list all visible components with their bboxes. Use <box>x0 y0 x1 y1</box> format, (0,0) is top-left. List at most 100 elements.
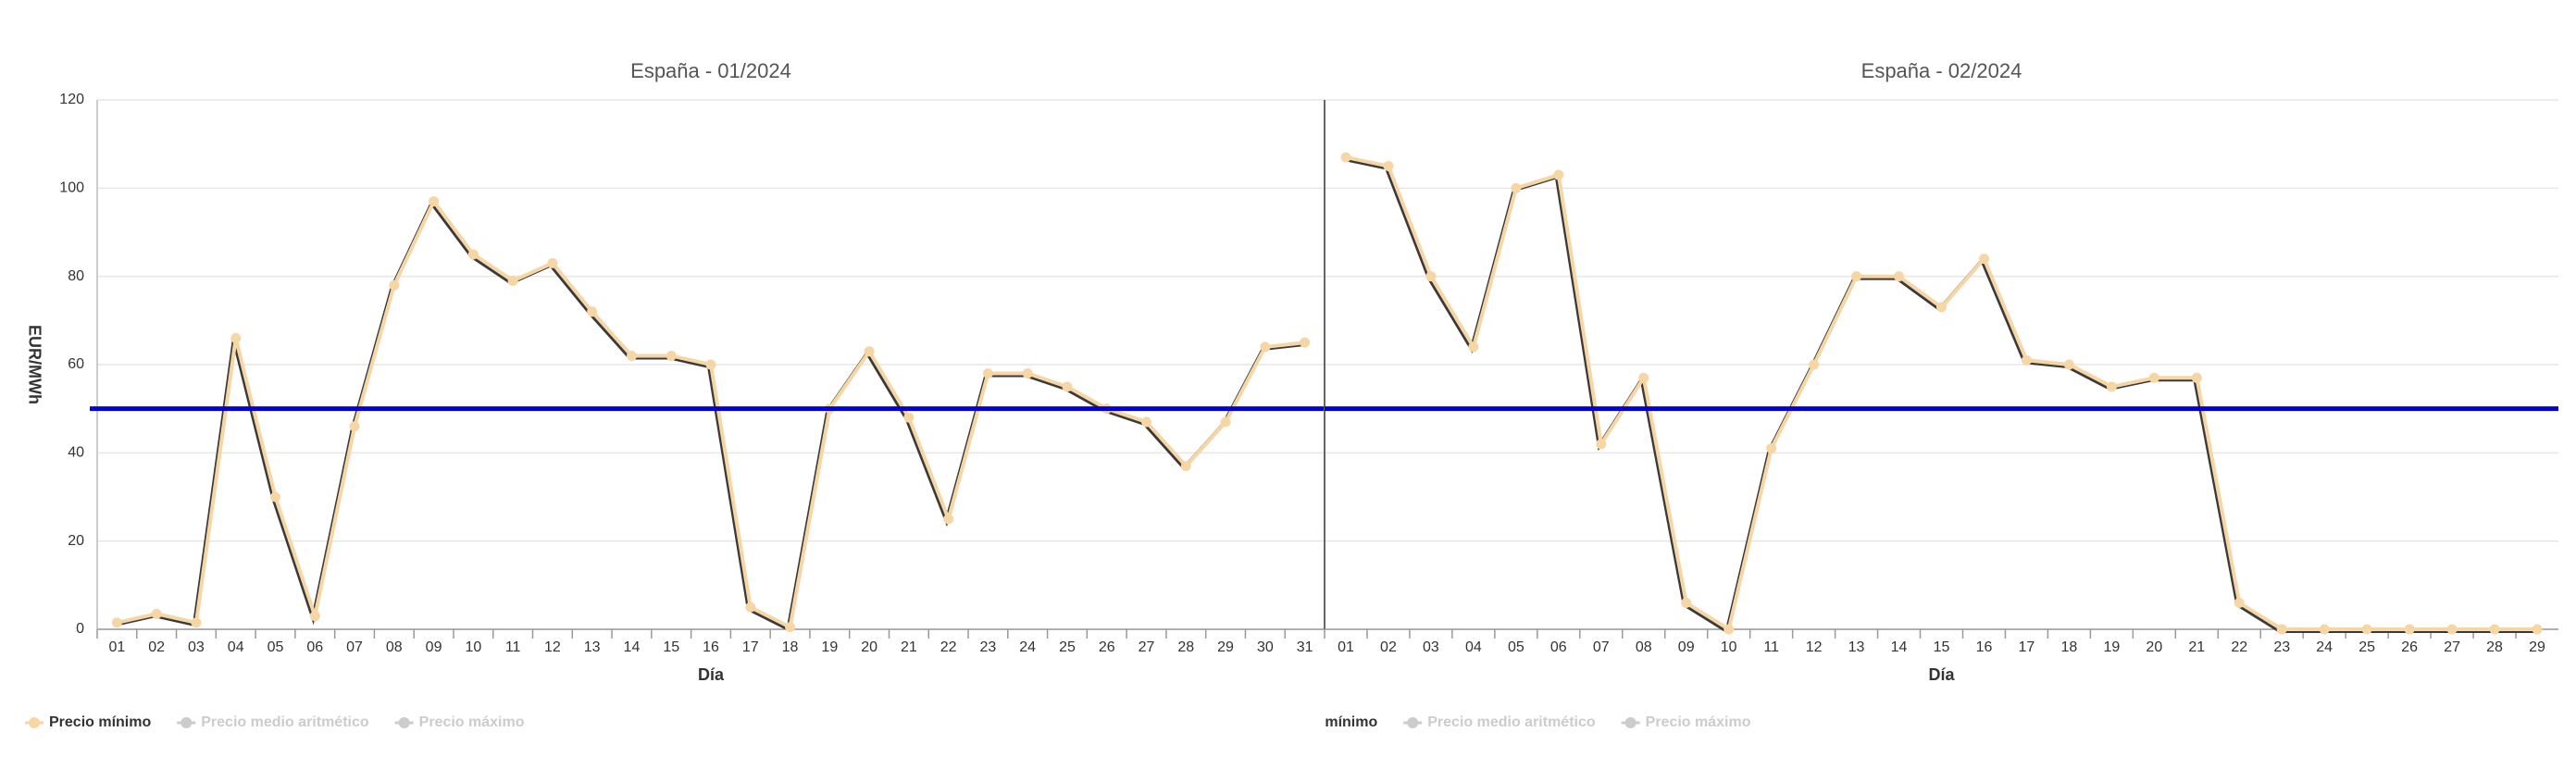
data-point <box>1766 443 1777 454</box>
x-tick-label: 30 <box>1257 639 1274 655</box>
x-axis-title: Día <box>698 665 725 684</box>
data-point <box>626 350 637 361</box>
legend-item[interactable]: Precio medio aritmético <box>201 714 369 730</box>
data-point <box>1553 169 1564 180</box>
data-point <box>269 491 280 503</box>
x-tick-label: 16 <box>1976 639 1993 655</box>
x-tick-label: 24 <box>2316 639 2333 655</box>
data-point <box>864 346 875 357</box>
x-tick-label: 13 <box>584 639 601 655</box>
x-tick-label: 01 <box>108 639 125 655</box>
x-tick-label: 06 <box>306 639 323 655</box>
data-point <box>2489 624 2500 635</box>
data-point <box>507 275 518 286</box>
data-point <box>1596 439 1607 450</box>
x-tick-label: 19 <box>821 639 838 655</box>
x-tick-label: 18 <box>2060 639 2077 655</box>
x-tick-label: 05 <box>268 639 284 655</box>
x-tick-label: 27 <box>1139 639 1155 655</box>
x-tick-label: 14 <box>1891 639 1908 655</box>
data-point <box>1340 152 1351 163</box>
data-point <box>587 306 598 317</box>
data-point <box>1724 624 1735 635</box>
x-tick-label: 20 <box>861 639 877 655</box>
data-point <box>1383 161 1394 171</box>
y-tick-label: 100 <box>59 180 84 196</box>
x-tick-label: 28 <box>2486 639 2503 655</box>
data-point <box>903 412 915 423</box>
data-point <box>2319 624 2330 635</box>
x-tick-label: 03 <box>188 639 205 655</box>
x-tick-label: 14 <box>624 639 641 655</box>
data-point <box>349 421 360 432</box>
data-point <box>705 359 716 370</box>
y-tick-label: 0 <box>76 621 84 637</box>
data-point <box>1180 461 1191 472</box>
data-point <box>1978 254 1989 265</box>
legend: Precio mínimo Precio medio aritmético Prec… <box>1255 714 1751 730</box>
data-point <box>1638 372 1649 383</box>
y-tick-label: 40 <box>68 445 84 461</box>
data-point <box>1062 381 1073 392</box>
x-tick-label: 08 <box>1636 639 1652 655</box>
data-point <box>982 368 993 379</box>
legend-item[interactable]: Precio mínimo <box>49 714 151 730</box>
data-point <box>1022 368 1033 379</box>
data-point <box>1511 182 1522 193</box>
legend-marker <box>29 717 40 728</box>
data-point <box>2446 624 2458 635</box>
x-tick-label: 02 <box>1380 639 1397 655</box>
data-point <box>1809 359 1820 370</box>
x-tick-label: 21 <box>2188 639 2205 655</box>
data-point <box>943 514 954 525</box>
x-tick-label: 07 <box>346 639 363 655</box>
x-tick-label: 19 <box>2103 639 2120 655</box>
data-point <box>429 196 440 207</box>
legend-item[interactable]: Precio mínimo <box>1276 714 1377 730</box>
data-point <box>1851 271 1862 282</box>
x-tick-label: 01 <box>1338 639 1354 655</box>
data-point <box>309 611 320 622</box>
legend-item[interactable]: Precio máximo <box>1646 714 1751 730</box>
x-tick-label: 11 <box>1763 639 1779 655</box>
data-point <box>745 602 756 613</box>
data-point <box>2404 624 2415 635</box>
data-point <box>1468 341 1479 353</box>
legend-marker <box>1255 717 1266 728</box>
x-tick-label: 26 <box>1099 639 1115 655</box>
x-tick-label: 21 <box>901 639 917 655</box>
x-tick-label: 03 <box>1423 639 1439 655</box>
x-tick-label: 08 <box>386 639 403 655</box>
data-point <box>2063 359 2074 370</box>
legend-item[interactable]: Precio medio aritmético <box>1427 714 1596 730</box>
x-tick-label: 22 <box>2231 639 2247 655</box>
x-axis-title: Día <box>1928 665 1955 684</box>
x-tick-label: 15 <box>663 639 679 655</box>
data-point <box>1141 416 1152 428</box>
data-point <box>1894 271 1905 282</box>
chart-title: España - 01/2024 <box>630 59 791 82</box>
x-tick-label: 09 <box>426 639 442 655</box>
x-tick-label: 29 <box>1217 639 1234 655</box>
data-point <box>1936 302 1947 313</box>
x-tick-label: 10 <box>465 639 481 655</box>
x-tick-label: 04 <box>228 639 244 655</box>
data-point <box>1300 337 1311 348</box>
x-tick-label: 06 <box>1550 639 1567 655</box>
data-point <box>1220 416 1231 428</box>
x-tick-label: 22 <box>940 639 957 655</box>
data-point <box>2532 624 2543 635</box>
data-point <box>785 622 796 633</box>
x-tick-label: 23 <box>980 639 997 655</box>
data-point <box>2148 372 2159 383</box>
x-tick-label: 02 <box>148 639 165 655</box>
x-tick-label: 23 <box>2273 639 2290 655</box>
y-axis-title: EUR/MWh <box>25 325 44 404</box>
x-tick-label: 28 <box>1177 639 1194 655</box>
x-tick-label: 25 <box>1059 639 1076 655</box>
legend-item[interactable]: Precio máximo <box>419 714 525 730</box>
data-point <box>151 608 162 619</box>
data-point <box>666 350 677 361</box>
